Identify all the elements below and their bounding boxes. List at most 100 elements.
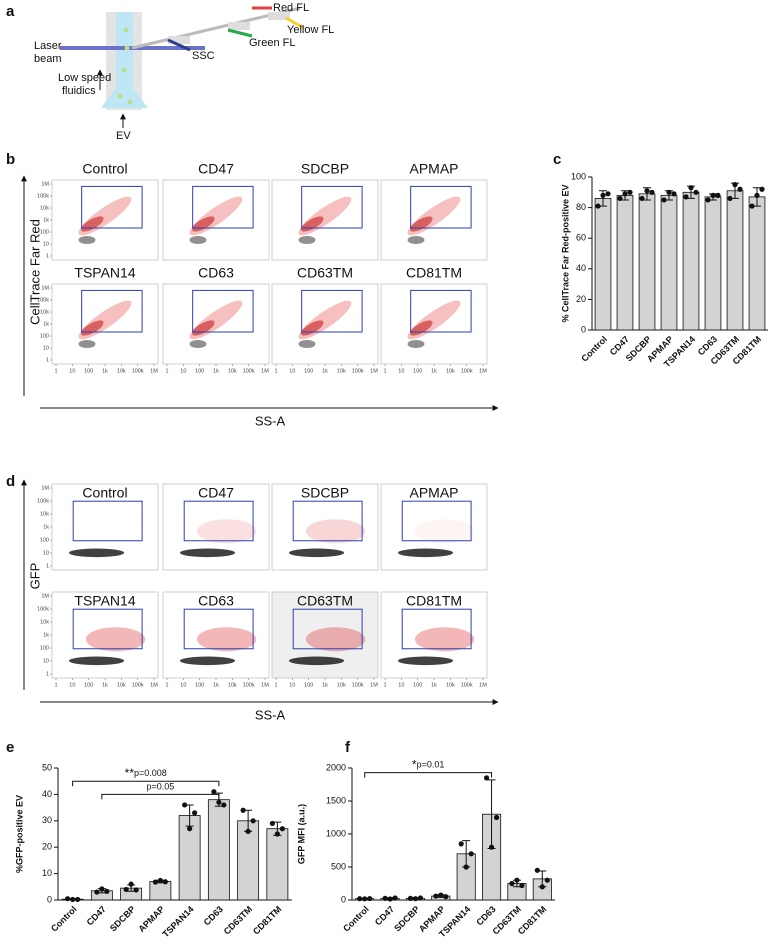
y-tick-label: 20	[576, 294, 586, 304]
gate	[410, 185, 472, 229]
y-tick-label: 0	[341, 894, 346, 904]
data-point	[509, 880, 515, 887]
data-point	[387, 896, 393, 902]
x-axis-label: SS-A	[255, 413, 286, 428]
label: Green FL	[249, 37, 295, 49]
x-tick-label: 1	[165, 368, 168, 374]
x-tick-label: 10k	[337, 682, 346, 688]
x-tick-label: 1M	[479, 682, 487, 688]
data-point	[152, 879, 158, 885]
significance-bracket	[101, 793, 220, 800]
y-tick-label: 100	[40, 333, 49, 339]
x-tick-label: 100k	[132, 368, 144, 374]
data-point	[749, 203, 755, 209]
x-tick-label: 100k	[243, 368, 255, 374]
y-tick-label: 100	[40, 645, 49, 651]
event-cloud	[179, 548, 236, 558]
panel-letter: a	[6, 3, 15, 20]
x-tick-label: 10k	[228, 682, 237, 688]
event-cloud	[288, 548, 345, 558]
event-cloud	[288, 656, 345, 666]
gate	[301, 185, 363, 229]
x-tick-label: 100k	[461, 682, 473, 688]
data-point	[250, 818, 256, 824]
data-point	[639, 195, 645, 202]
filter	[168, 36, 190, 44]
data-point	[617, 195, 623, 202]
x-tick-label: 100	[304, 368, 313, 374]
bar	[266, 828, 289, 901]
gate	[292, 500, 363, 542]
data-point	[644, 188, 650, 194]
data-point	[192, 810, 198, 816]
x-tick-label: 1k	[213, 682, 219, 688]
event-cloud	[397, 548, 454, 558]
event-cloud	[68, 548, 125, 558]
event-cloud	[407, 340, 425, 348]
p-value: p=0.01	[417, 760, 445, 770]
filter	[268, 12, 290, 20]
x-tick-label: CD47	[373, 904, 396, 927]
event-cloud	[78, 236, 96, 244]
bar	[726, 190, 744, 331]
event-cloud	[414, 519, 475, 544]
plot-title: CD47	[198, 485, 234, 501]
y-tick-label: 80	[576, 202, 586, 212]
p-value: p=0.05	[146, 782, 174, 792]
y-tick-label: 0	[581, 324, 586, 334]
ev-particle	[123, 27, 129, 33]
event-cloud	[196, 627, 257, 652]
event-cloud	[189, 236, 207, 244]
x-tick-label: 100	[84, 682, 93, 688]
gate	[72, 500, 143, 542]
bar	[660, 194, 678, 331]
gate	[301, 289, 363, 333]
x-tick-label: 100k	[132, 682, 144, 688]
gate	[192, 185, 254, 229]
x-tick-label: CD47	[85, 904, 108, 927]
gate	[183, 500, 254, 542]
plot-frame	[271, 283, 379, 365]
gate	[192, 289, 254, 333]
data-point	[468, 851, 474, 857]
x-tick-label: 10	[398, 682, 404, 688]
event-cloud	[298, 340, 316, 348]
data-point	[732, 182, 738, 188]
x-tick-label: CD63TM	[222, 904, 255, 937]
significance-bracket	[364, 772, 493, 778]
plot-title: CD47	[198, 161, 234, 177]
y-tick-label: 2000	[326, 762, 346, 772]
x-tick-label: 10	[69, 368, 75, 374]
flow-plot: CD63TM 1 10 100 1k 10k 100k 1M	[271, 265, 379, 374]
x-tick-label: 100k	[352, 368, 364, 374]
data-point	[269, 820, 275, 827]
data-point	[438, 892, 444, 898]
plot-title: CD63TM	[297, 593, 353, 609]
y-axis-label: CellTrace Far Red	[27, 219, 42, 325]
data-point	[133, 887, 139, 893]
green-path	[227, 28, 253, 38]
panel-letter: e	[6, 739, 14, 756]
data-point	[759, 186, 765, 192]
data-point	[279, 826, 285, 832]
x-tick-label: TSPAN14	[160, 904, 195, 939]
y-tick-label: 40	[576, 263, 586, 273]
x-tick-label: 10k	[117, 368, 126, 374]
y-tick-label: 1k	[43, 217, 49, 223]
yellow-path	[285, 16, 305, 30]
data-point	[519, 882, 525, 889]
x-tick-label: 1	[54, 368, 57, 374]
plot-title: APMAP	[409, 485, 458, 501]
x-axis-label: SS-A	[255, 707, 286, 722]
flow-plot: TSPAN14 11 10 10 100 100 1k 1k 10k 10k 100k 100k 1M 1…	[37, 591, 159, 688]
x-tick-label: 10	[180, 682, 186, 688]
y-axis-label: GFP	[27, 563, 42, 590]
data-point	[157, 877, 163, 884]
y-tick-label: 1	[46, 671, 49, 677]
data-point	[649, 189, 655, 195]
x-tick-label: Control	[49, 904, 79, 934]
y-tick-label: 1	[46, 563, 49, 569]
plot-frame	[380, 283, 488, 365]
x-tick-label: 1k	[431, 682, 437, 688]
data-point	[514, 877, 520, 883]
